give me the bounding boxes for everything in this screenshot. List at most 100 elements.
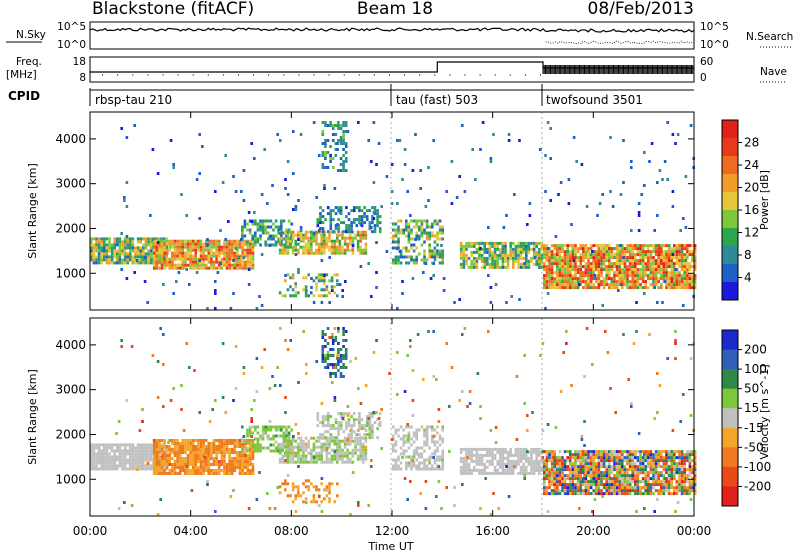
heatmap-cell bbox=[108, 243, 111, 247]
heatmap-cell bbox=[543, 477, 546, 481]
heatmap-cell bbox=[584, 268, 588, 272]
heatmap-cell bbox=[558, 259, 562, 263]
heatmap-cell bbox=[504, 259, 507, 263]
heatmap-cell bbox=[350, 227, 353, 231]
heatmap-cell bbox=[176, 248, 179, 252]
heatmap-cell bbox=[131, 237, 135, 241]
heatmap-cell bbox=[189, 242, 192, 246]
heatmap-cell bbox=[602, 244, 606, 248]
heatmap-cell bbox=[281, 448, 284, 452]
heatmap-cell bbox=[465, 262, 468, 266]
heatmap-cell bbox=[133, 271, 136, 274]
heatmap-cell bbox=[160, 239, 164, 243]
heatmap-cell bbox=[323, 442, 326, 446]
heatmap-cell bbox=[665, 280, 668, 284]
heatmap-cell bbox=[412, 452, 416, 456]
heatmap-cell bbox=[657, 280, 660, 284]
heatmap-cell bbox=[660, 286, 663, 290]
heatmap-cell bbox=[623, 480, 627, 484]
heatmap-cell bbox=[339, 357, 343, 360]
heatmap-cell bbox=[504, 244, 507, 248]
heatmap-cell bbox=[92, 452, 96, 456]
heatmap-cell bbox=[152, 448, 156, 451]
heatmap-cell bbox=[142, 464, 145, 468]
heatmap-cell bbox=[674, 268, 677, 271]
heatmap-cell bbox=[110, 443, 114, 447]
heatmap-cell bbox=[264, 228, 267, 232]
heatmap-cell bbox=[243, 263, 247, 267]
heatmap-cell bbox=[333, 187, 337, 190]
heatmap-cell bbox=[291, 233, 295, 237]
heatmap-cell bbox=[605, 459, 608, 463]
heatmap-cell bbox=[441, 249, 444, 253]
heatmap-cell bbox=[636, 250, 640, 254]
heatmap-cell bbox=[344, 157, 348, 160]
heatmap-cell bbox=[329, 227, 333, 231]
heatmap-cell bbox=[362, 233, 365, 237]
heatmap-cell bbox=[344, 145, 348, 148]
heatmap-cell bbox=[334, 421, 338, 425]
heatmap-cell bbox=[662, 277, 666, 281]
heatmap-cell bbox=[438, 252, 442, 256]
heatmap-cell bbox=[634, 286, 637, 290]
heatmap-cell bbox=[299, 494, 303, 498]
heatmap-cell bbox=[589, 453, 593, 457]
heatmap-cell bbox=[415, 449, 418, 453]
heatmap-cell bbox=[95, 240, 98, 244]
heatmap-cell bbox=[682, 304, 685, 307]
heatmap-cell bbox=[571, 274, 575, 278]
noise-left-tick-bottom: 10^0 bbox=[57, 39, 86, 51]
heatmap-cell bbox=[224, 238, 227, 241]
heatmap-cell bbox=[329, 436, 333, 440]
heatmap-cell bbox=[558, 468, 562, 472]
heatmap-cell bbox=[602, 277, 606, 281]
heatmap-cell bbox=[576, 465, 580, 469]
heatmap-cell bbox=[631, 465, 634, 469]
heatmap-cell bbox=[441, 255, 444, 259]
heatmap-cell bbox=[506, 265, 510, 269]
heatmap-cell bbox=[496, 459, 499, 463]
heatmap-cell bbox=[168, 245, 172, 249]
heatmap-cell bbox=[425, 443, 429, 447]
heatmap-cell bbox=[341, 233, 344, 237]
heatmap-cell bbox=[248, 231, 252, 235]
heatmap-cell bbox=[163, 442, 166, 445]
heatmap-cell bbox=[595, 253, 598, 257]
heatmap-cell bbox=[90, 449, 93, 453]
heatmap-cell bbox=[628, 274, 632, 278]
heatmap-cell bbox=[602, 268, 606, 272]
heatmap-cell bbox=[420, 467, 424, 471]
heatmap-cell bbox=[333, 439, 336, 443]
heatmap-cell bbox=[678, 280, 681, 284]
heatmap-cell bbox=[362, 248, 365, 252]
heatmap-cell bbox=[241, 239, 244, 243]
heatmap-cell bbox=[538, 253, 541, 257]
heatmap-cell bbox=[657, 265, 660, 269]
heatmap-cell bbox=[567, 202, 571, 205]
heatmap-cell bbox=[142, 246, 145, 250]
heatmap-cell bbox=[326, 363, 330, 366]
heatmap-cell bbox=[342, 139, 345, 142]
heatmap-cell bbox=[509, 244, 512, 248]
heatmap-cell bbox=[356, 436, 360, 440]
heatmap-cell bbox=[181, 257, 185, 261]
heatmap-cell bbox=[277, 228, 280, 232]
heatmap-cell bbox=[675, 274, 679, 278]
heatmap-cell bbox=[579, 456, 582, 460]
heatmap-cell bbox=[550, 286, 554, 290]
heatmap-cell bbox=[147, 237, 150, 241]
heatmap-cell bbox=[272, 222, 275, 226]
heatmap-cell bbox=[501, 241, 505, 245]
heatmap-cell bbox=[97, 243, 101, 247]
heatmap-cell bbox=[618, 262, 621, 266]
heatmap-cell bbox=[284, 436, 287, 440]
heatmap-cell bbox=[105, 443, 109, 447]
heatmap-cell bbox=[238, 260, 242, 264]
heatmap-cell bbox=[324, 418, 327, 422]
heatmap-cell bbox=[504, 447, 507, 451]
heatmap-cell bbox=[160, 469, 164, 472]
heatmap-cell bbox=[323, 460, 326, 464]
heatmap-cell bbox=[673, 283, 676, 287]
heatmap-cell bbox=[325, 442, 329, 446]
heatmap-cell bbox=[197, 451, 200, 454]
